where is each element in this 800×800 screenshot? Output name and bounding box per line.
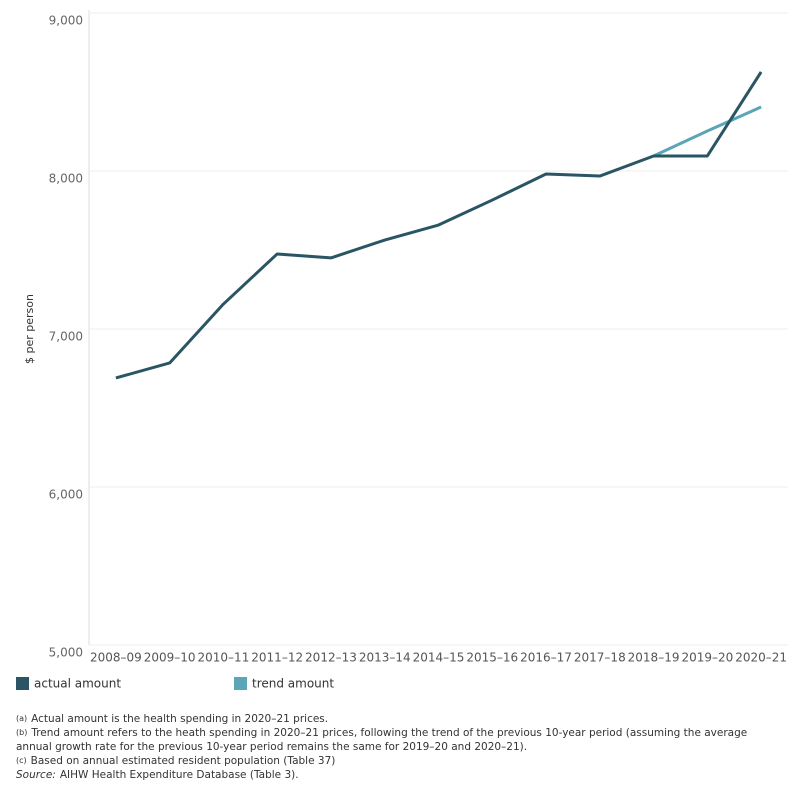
x-tick-label: 2014–15 [413, 651, 465, 665]
footnotes: (a) Actual amount is the health spending … [16, 712, 786, 782]
footnote: (b) Trend amount refers to the heath spen… [16, 726, 786, 754]
x-tick-label: 2017–18 [574, 651, 626, 665]
legend-swatch [234, 677, 247, 690]
footnote-text: Based on annual estimated resident popul… [30, 755, 336, 767]
legend-swatch [16, 677, 29, 690]
footnote: (c) Based on annual estimated resident po… [16, 754, 786, 768]
x-tick-label: 2012–13 [305, 651, 357, 665]
source-label: Source: [16, 769, 56, 781]
source: Source: AIHW Health Expenditure Database … [16, 768, 786, 782]
y-tick-label: 6,000 [49, 488, 83, 502]
x-tick-label: 2019–20 [681, 651, 733, 665]
source-text: AIHW Health Expenditure Database (Table … [59, 769, 299, 781]
y-tick-label: 8,000 [49, 172, 83, 186]
y-tick-label: 5,000 [49, 646, 83, 660]
legend-label: actual amount [34, 677, 121, 691]
x-tick-label: 2018–19 [628, 651, 680, 665]
footnote: (a) Actual amount is the health spending … [16, 712, 786, 726]
y-tick-label: 7,000 [49, 330, 83, 344]
x-tick-label: 2013–14 [359, 651, 411, 665]
x-tick-label: 2015–16 [466, 651, 518, 665]
x-tick-label: 2016–17 [520, 651, 572, 665]
x-tick-label: 2009–10 [144, 651, 196, 665]
footnote-text: Actual amount is the health spending in … [31, 713, 329, 725]
footnote-text: Trend amount refers to the heath spendin… [16, 727, 748, 753]
x-tick-label: 2020–21 [735, 651, 787, 665]
y-axis-label: $ per person [23, 294, 36, 364]
legend-label: trend amount [252, 677, 334, 691]
footnote-marker: (a) [16, 714, 28, 723]
x-tick-label: 2008–09 [90, 651, 142, 665]
line-series [652, 105, 762, 158]
x-tick-label: 2010–11 [198, 651, 250, 665]
footnote-marker: (b) [16, 728, 28, 737]
x-tick-label: 2011–12 [251, 651, 303, 665]
line-series [115, 71, 763, 380]
y-tick-label: 9,000 [49, 14, 83, 28]
chart: $ per person 5,000 6,000 7,000 8,000 9,000 20… [16, 10, 788, 691]
footnote-marker: (c) [16, 756, 27, 765]
